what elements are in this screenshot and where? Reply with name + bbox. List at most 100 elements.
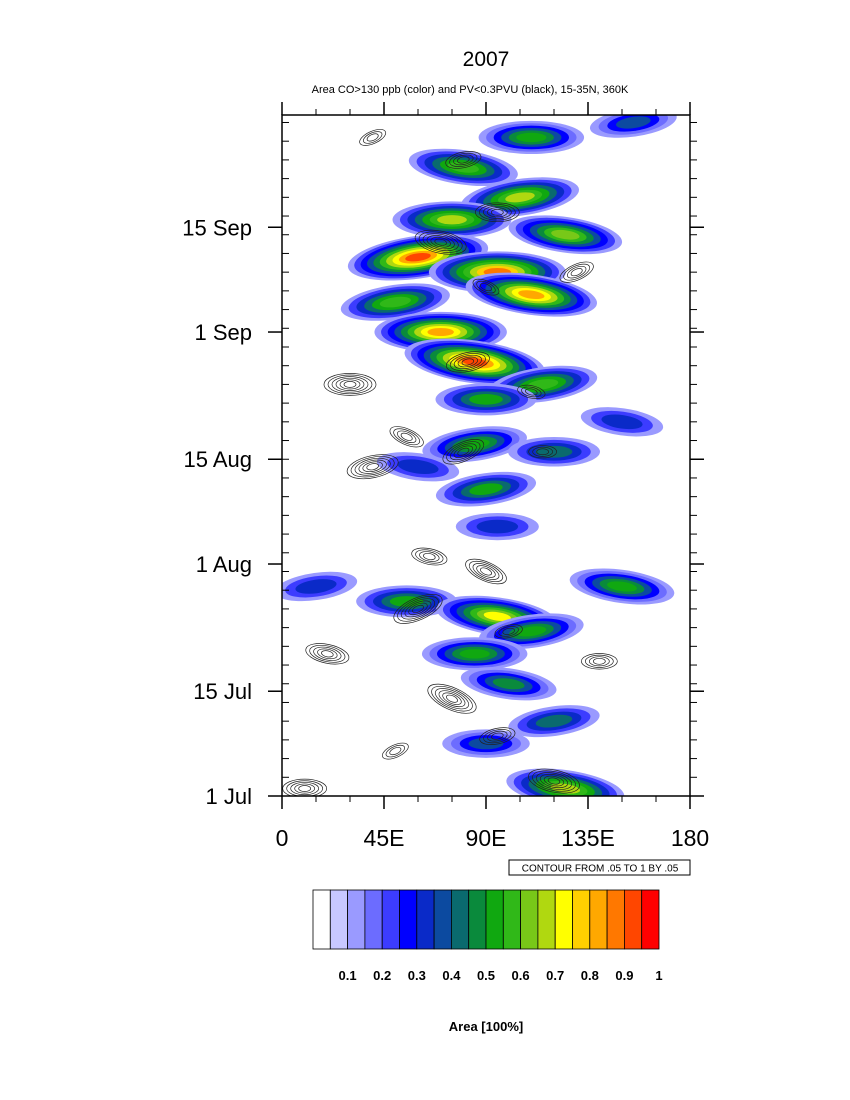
co-area-level bbox=[527, 379, 559, 390]
pv-contour-line bbox=[317, 648, 338, 660]
co-area-level bbox=[379, 296, 411, 308]
y-tick-label: 1 Jul bbox=[206, 784, 252, 809]
pv-contour-line bbox=[580, 653, 618, 670]
pv-contour-line bbox=[400, 432, 413, 441]
pv-contour-cluster bbox=[445, 351, 490, 373]
colorbar-tick-label: 0.6 bbox=[512, 968, 530, 983]
pv-contour-line bbox=[411, 547, 448, 566]
pv-contour-line bbox=[354, 457, 391, 476]
pv-contour-line bbox=[532, 446, 554, 457]
pv-contour-cluster bbox=[528, 768, 580, 794]
co-area-level bbox=[516, 132, 547, 143]
pv-contour-line bbox=[418, 231, 463, 253]
pv-contour-line bbox=[525, 388, 538, 396]
pv-contour-line bbox=[335, 377, 365, 391]
co-area-level bbox=[505, 192, 535, 203]
pv-contour-line bbox=[445, 351, 490, 373]
pv-contour-line bbox=[309, 644, 346, 663]
colorbar-tick-label: 0.7 bbox=[546, 968, 564, 983]
co-area-feature bbox=[421, 637, 528, 671]
colorbar-tick-label: 0.2 bbox=[373, 968, 391, 983]
pv-contour-line bbox=[457, 356, 479, 368]
pv-contour-line bbox=[423, 552, 436, 561]
pv-contour-line bbox=[431, 685, 473, 712]
co-area-level bbox=[476, 519, 519, 534]
pv-contour-line bbox=[434, 688, 470, 710]
pv-contour-cluster bbox=[528, 445, 558, 459]
pv-contour-line bbox=[422, 233, 459, 252]
pv-contour-line bbox=[453, 354, 482, 370]
co-area-level bbox=[535, 445, 573, 458]
co-area-feature bbox=[404, 338, 545, 386]
pv-contour-line bbox=[480, 567, 492, 576]
co-area-feature bbox=[478, 120, 585, 155]
y-tick-label: 15 Sep bbox=[182, 215, 252, 240]
chart-title: 2007 bbox=[463, 48, 510, 71]
pv-contour-line bbox=[393, 593, 443, 624]
co-area-feature bbox=[374, 311, 507, 353]
pv-contour-line bbox=[539, 773, 569, 789]
pv-contour-line bbox=[584, 654, 614, 668]
co-area-feature bbox=[589, 115, 677, 138]
colorbar-swatch bbox=[572, 889, 591, 950]
pv-contour-line bbox=[358, 459, 387, 474]
colorbar-swatch bbox=[589, 889, 608, 950]
co-area-feature bbox=[435, 383, 537, 416]
pv-contour-line bbox=[385, 744, 406, 758]
pv-contour-line bbox=[290, 781, 320, 796]
pv-contour-line bbox=[446, 694, 458, 703]
co-area-level bbox=[615, 116, 651, 129]
pv-contour-cluster bbox=[381, 742, 409, 760]
pv-contour-line bbox=[480, 283, 492, 292]
pv-contour-line bbox=[449, 152, 478, 167]
colorbar-swatch bbox=[502, 889, 521, 950]
pv-contour-cluster bbox=[323, 373, 377, 396]
pv-contour-line bbox=[350, 456, 395, 478]
chart-subtitle: Area CO>130 ppb (color) and PV<0.3PVU (b… bbox=[312, 84, 629, 96]
y-tick-label: 15 Jul bbox=[193, 679, 252, 704]
colorbar-swatch bbox=[312, 889, 331, 950]
pv-contour-line bbox=[472, 563, 500, 580]
pv-contour-cluster bbox=[282, 778, 328, 796]
co-area-level bbox=[437, 215, 467, 225]
pv-contour-line bbox=[528, 445, 558, 459]
co-area-level bbox=[535, 714, 573, 728]
pv-contour-line bbox=[414, 229, 467, 255]
pv-contour-line bbox=[286, 780, 324, 796]
pv-contour-line bbox=[362, 461, 383, 473]
x-tick-label: 180 bbox=[671, 825, 709, 851]
pv-contour-line bbox=[323, 373, 377, 396]
y-tick-label: 15 Aug bbox=[183, 447, 252, 472]
colorbar-tick-label: 0.8 bbox=[581, 968, 599, 983]
pv-contour-line bbox=[566, 265, 587, 279]
pv-contour-line bbox=[343, 381, 357, 388]
plot-area: 1 Jul 15 Jul 1 Aug 15 Aug 1 Sep 15 Sep 0 45E 90… bbox=[182, 102, 709, 851]
pv-contour-line bbox=[498, 626, 519, 637]
y-tick-label: 1 Aug bbox=[196, 552, 252, 577]
pv-contour-line bbox=[415, 549, 444, 564]
co-area-level bbox=[427, 327, 454, 337]
co-area-level bbox=[607, 581, 637, 592]
contour-info-text: CONTOUR FROM .05 TO 1 BY .05 bbox=[522, 864, 679, 875]
pv-contour-line bbox=[381, 742, 409, 760]
pv-contour-line bbox=[366, 133, 379, 142]
pv-contour-line bbox=[434, 238, 447, 246]
pv-contour-line bbox=[461, 358, 475, 366]
pv-contour-cluster bbox=[359, 129, 387, 146]
pv-contour-line bbox=[321, 650, 334, 658]
pv-contour-line bbox=[438, 690, 466, 708]
pv-contour-line bbox=[446, 441, 481, 463]
y-tick-label: 1 Sep bbox=[195, 320, 253, 345]
pv-contour-line bbox=[412, 604, 424, 613]
pv-contour-line bbox=[532, 770, 576, 792]
pv-contour-line bbox=[491, 732, 504, 740]
pv-contour-line bbox=[494, 624, 523, 639]
co-area-feature bbox=[508, 215, 623, 255]
colorbar-swatch bbox=[450, 889, 470, 950]
pv-contour-line bbox=[543, 775, 565, 787]
co-area-feature bbox=[435, 471, 537, 507]
pv-contour-line bbox=[442, 692, 462, 705]
pv-contour-line bbox=[442, 439, 485, 465]
x-tick-label: 135E bbox=[561, 825, 615, 851]
